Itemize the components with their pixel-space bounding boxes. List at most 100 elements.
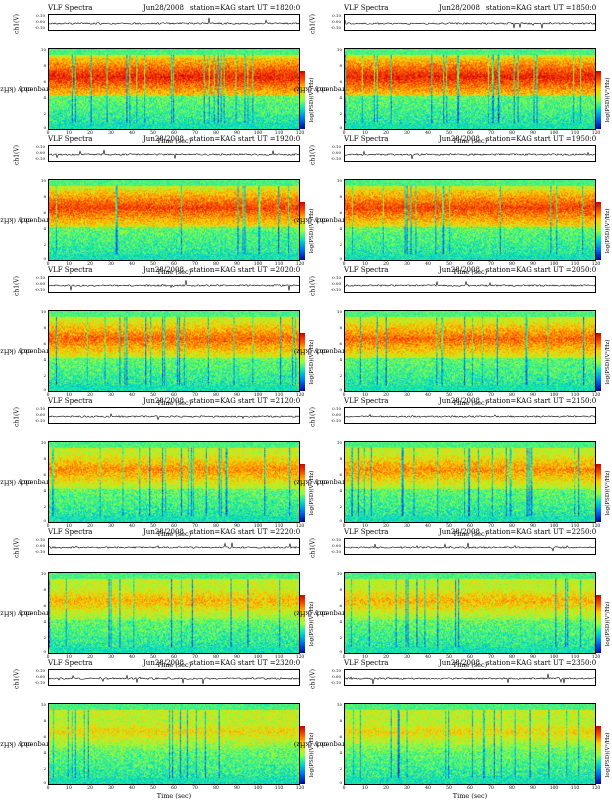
time-axis-ticks: 0 10 20 30 40 50 60 70 80 90 100 110 120 [47,786,305,792]
panel-station: station=KAG [190,266,236,274]
time-tick-label: 30 [404,786,410,791]
time-tick-label: 40 [129,786,135,791]
frequency-ytick: 6 [339,603,342,608]
frequency-ytick: 6 [339,734,342,739]
waveform-ylabel-text: ch1(V) [309,13,317,35]
waveform-ylabel-text: ch1(V) [13,275,21,297]
time-tick-label: 20 [383,655,389,660]
frequency-ytick: 4 [339,226,342,231]
spectrogram-panel-6: VLF Spectra Jun28/2008 station=KAG start… [293,266,611,407]
frequency-ytick: 8 [43,587,46,592]
waveform-ytick: 0.10 [332,668,341,673]
waveform-plot [344,276,596,293]
colorbar [596,202,601,260]
time-tick-label: 70 [192,393,198,398]
panel-title-label: VLF Spectra [344,4,389,12]
colorbar-label: log(PSD)(V²/Hz) [603,333,612,391]
frequency-ytick: 0 [43,256,46,261]
spectrogram-plot [48,703,300,785]
colorbar [300,333,305,391]
time-axis-ticks: 0 10 20 30 40 50 60 70 80 90 100 110 120 [343,262,601,268]
time-tick-label: 0 [342,524,346,529]
time-tick-label: 50 [446,131,452,136]
waveform-ylabel: ch1(V) [306,669,320,689]
spectrogram-canvas [49,49,299,129]
waveform-ytick: 0.10 [36,275,45,280]
time-tick-label: 50 [150,524,156,529]
time-tick-label: 10 [66,786,72,791]
spectrogram-panel-3: VLF Spectra Jun28/2008 station=KAG start… [0,135,315,276]
time-tick-label: 80 [509,655,515,660]
time-tick-label: 0 [46,131,50,136]
time-tick-label: 80 [509,393,515,398]
frequency-ytick: 2 [339,766,342,771]
frequency-ytick: 0 [43,387,46,392]
time-tick-label: 10 [66,262,72,267]
panel-date: Jun28/2008 [143,659,184,667]
waveform-ytick: -0.10 [34,156,45,161]
panel-station: station=KAG [486,266,532,274]
waveform-ylabel: ch1(V) [306,275,320,297]
panel-start-ut: start UT =2120:0 [238,397,301,405]
waveform-ytick: 0.10 [332,406,341,411]
colorbar [300,595,305,653]
panel-title-label: VLF Spectra [344,397,389,405]
time-tick-label: 20 [383,393,389,398]
panel-start-ut: start UT =1820:0 [238,4,301,12]
frequency-ytick: 10 [336,571,342,576]
frequency-ytick: 0 [43,518,46,523]
time-axis-label: Time (sec) [156,792,192,800]
frequency-ytick: 2 [339,111,342,116]
time-tick-label: 50 [150,393,156,398]
time-tick-label: 110 [274,393,284,398]
panel-title: VLF Spectra Jun28/2008 station=KAG start… [48,266,300,275]
time-tick-label: 70 [192,262,198,267]
waveform-ylabel-text: ch1(V) [309,275,317,297]
time-tick-label: 0 [342,655,346,660]
frequency-ytick: 8 [339,456,342,461]
waveform-ytick: 0.10 [36,668,45,673]
time-tick-label: 60 [171,655,177,660]
waveform-ylabel: ch1(V) [306,145,320,165]
time-axis-label: Time (sec) [452,530,488,538]
time-tick-label: 0 [46,393,50,398]
frequency-ylabel-unit: Frequency (kHz) [293,478,349,487]
frequency-ylabel: ch1 Frequency (kHz) [0,179,53,261]
time-tick-label: 120 [591,524,601,529]
waveform-ytick: -0.10 [330,156,341,161]
spectrogram-panel-5: VLF Spectra Jun28/2008 station=KAG start… [0,266,315,407]
spectrogram-plot [344,310,596,392]
time-tick-label: 90 [530,655,536,660]
panel-title: VLF Spectra Jun28/2008 station=KAG start… [344,135,596,144]
colorbar-label-text: log(PSD)(V²/Hz) [605,470,611,516]
time-axis-label: Time (sec) [452,137,488,145]
time-tick-label: 100 [549,131,559,136]
colorbar [596,595,601,653]
time-tick-label: 110 [570,655,580,660]
waveform-ylabel: ch1(V) [306,13,320,35]
waveform-ylabel: ch1(V) [306,407,320,427]
time-tick-label: 120 [295,524,305,529]
waveform-trace [49,542,299,549]
panel-station: station=KAG [486,135,532,143]
waveform-ytick: 0.00 [36,674,45,679]
frequency-ytick: 2 [43,373,46,378]
time-axis-label: Time (sec) [452,399,488,407]
waveform-ytick: 0.00 [36,150,45,155]
time-tick-label: 20 [383,524,389,529]
time-tick-label: 120 [295,131,305,136]
frequency-ytick: 0 [43,780,46,785]
panel-title-label: VLF Spectra [344,135,389,143]
time-tick-label: 70 [192,655,198,660]
time-tick-label: 20 [383,786,389,791]
time-tick-label: 50 [446,393,452,398]
time-tick-label: 100 [253,262,263,267]
time-tick-label: 110 [274,655,284,660]
frequency-ytick: 8 [339,718,342,723]
spectrogram-plot [48,179,300,261]
time-axis-ticks: 0 10 20 30 40 50 60 70 80 90 100 110 120 [342,655,601,661]
time-tick-label: 50 [446,262,452,267]
time-tick-label: 40 [129,524,135,529]
frequency-ytick: 4 [339,488,342,493]
waveform-ytick: 0.10 [36,144,45,149]
